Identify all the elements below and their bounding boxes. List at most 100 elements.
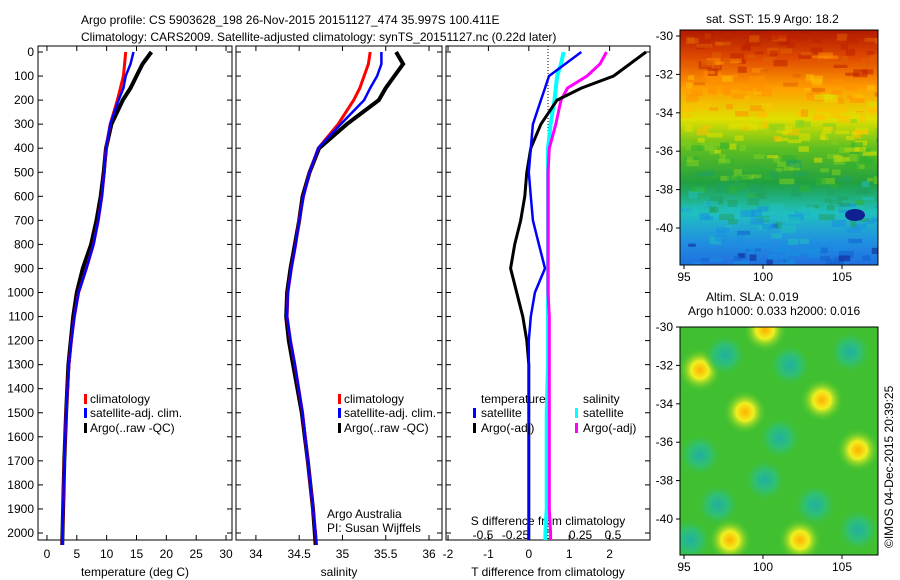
- sst-texture: [859, 62, 869, 68]
- sst-texture: [721, 87, 731, 95]
- sst-texture: [714, 149, 721, 154]
- sst-texture: [829, 261, 844, 265]
- sst-texture: [813, 157, 823, 163]
- sst-texture: [754, 91, 762, 96]
- sst-texture: [717, 182, 725, 189]
- sst-texture: [846, 83, 858, 91]
- sst-texture: [801, 51, 813, 56]
- sst-texture: [805, 74, 815, 82]
- sst-texture: [700, 33, 715, 41]
- y-tick-label: 900: [14, 261, 34, 275]
- sst-texture: [817, 112, 832, 117]
- y-tick-label: 1500: [7, 406, 34, 420]
- sst-texture: [711, 52, 722, 58]
- x-tick-label: 30: [219, 547, 233, 561]
- sst-texture: [829, 200, 843, 205]
- legend-swatch-t-argo: [473, 423, 476, 433]
- sst-texture: [760, 69, 769, 73]
- sst-texture: [737, 175, 749, 180]
- sst-texture: [862, 255, 871, 261]
- sst-texture: [793, 171, 809, 177]
- sst-texture: [726, 187, 739, 194]
- lat-tick-label: -34: [656, 106, 674, 120]
- sst-texture: [773, 155, 781, 163]
- sst-texture: [751, 174, 762, 179]
- sst-texture: [767, 254, 779, 261]
- sst-texture: [837, 33, 848, 41]
- sst-texture: [685, 93, 699, 102]
- difference-legend: temperature satellite Argo(-adj) salinit…: [473, 392, 636, 435]
- sst-texture: [799, 80, 812, 88]
- satellite-temperature-line: [60, 51, 135, 546]
- sla-low-blob: [836, 508, 878, 552]
- sst-texture: [708, 258, 724, 262]
- sst-texture: [688, 243, 696, 247]
- sst-texture: [696, 43, 713, 48]
- sst-texture: [725, 225, 732, 229]
- x-axis-label: T difference from climatology: [471, 565, 625, 579]
- x-tick-label: 35.5: [374, 547, 398, 561]
- sst-texture: [850, 119, 858, 124]
- title-line-2: Climatology: CARS2009. Satellite-adjuste…: [81, 30, 556, 44]
- sst-texture: [848, 238, 863, 244]
- lon-tick-label: 95: [677, 270, 691, 284]
- sst-texture: [820, 33, 828, 38]
- sst-texture: [729, 143, 737, 150]
- legend-swatch-satellite: [338, 408, 341, 418]
- sst-texture: [859, 218, 871, 222]
- sst-texture: [686, 156, 694, 162]
- sla-map-title-2: Argo h1000: 0.033 h2000: 0.016: [688, 304, 860, 318]
- sst-texture: [706, 77, 719, 83]
- legend-label: satellite: [583, 406, 624, 420]
- sst-texture: [725, 83, 741, 90]
- sst-texture: [816, 107, 832, 113]
- sst-texture: [820, 211, 834, 216]
- x-tick-label: 20: [160, 547, 174, 561]
- sst-texture: [709, 142, 721, 146]
- sst-texture: [714, 234, 728, 242]
- y-tick-label: 600: [14, 189, 34, 203]
- y-tick-label: 1200: [7, 334, 34, 348]
- sst-texture: [849, 111, 865, 118]
- lat-tick-label: -36: [656, 435, 674, 449]
- sst-texture: [862, 197, 875, 201]
- sst-texture: [752, 67, 764, 73]
- sla-low-blob: [680, 518, 712, 555]
- sst-texture: [725, 31, 734, 39]
- sst-texture: [789, 35, 800, 40]
- legend-swatch-argo: [338, 423, 341, 433]
- sst-texture: [852, 129, 868, 135]
- sst-texture: [776, 216, 788, 222]
- legend-swatch-climatology: [84, 394, 87, 404]
- sst-texture: [875, 196, 878, 202]
- sst-texture: [749, 105, 766, 112]
- temperature-legend: climatology satellite-adj. clim. Argo(..…: [84, 392, 182, 435]
- sst-texture: [854, 199, 865, 205]
- sst-texture: [786, 258, 796, 265]
- legend-swatch-t-satellite: [473, 408, 476, 418]
- x-axis-label: temperature (deg C): [81, 565, 189, 579]
- sst-texture: [686, 160, 699, 167]
- sst-texture: [778, 243, 790, 251]
- sst-texture: [786, 42, 795, 48]
- sst-texture: [756, 83, 765, 90]
- sst-texture: [820, 247, 828, 253]
- sst-texture: [787, 160, 802, 168]
- sst-texture: [750, 209, 762, 217]
- x-tick-label: 0: [44, 547, 51, 561]
- sst-texture: [749, 254, 757, 261]
- sst-texture: [761, 120, 768, 129]
- sst-texture: [874, 38, 878, 45]
- sst-texture: [680, 142, 693, 147]
- sst-texture: [875, 205, 878, 209]
- sst-texture: [779, 254, 789, 260]
- sst-texture: [780, 48, 793, 54]
- sst-texture: [733, 261, 750, 265]
- panel-frame: [37, 45, 233, 541]
- sst-texture: [825, 258, 833, 265]
- sst-texture: [728, 122, 744, 130]
- y-tick-label: 1000: [7, 286, 34, 300]
- sst-texture: [708, 206, 716, 213]
- sst-texture: [681, 114, 692, 118]
- sst-texture: [799, 238, 810, 244]
